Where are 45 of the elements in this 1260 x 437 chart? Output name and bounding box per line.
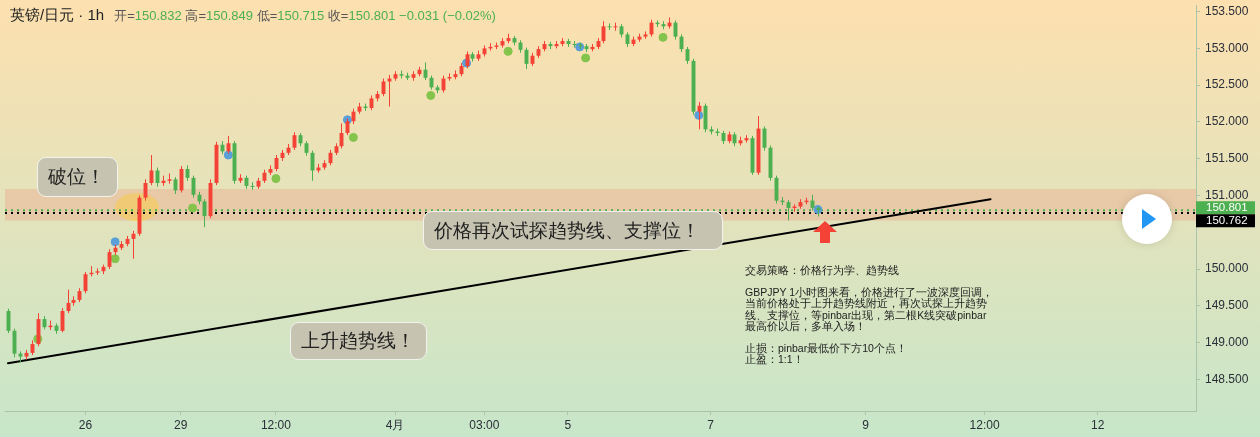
y-tick-label: 153.500 <box>1205 3 1249 18</box>
point <box>658 32 668 42</box>
x-tick-label: 7 <box>707 417 715 432</box>
x-tick-label: 5 <box>564 417 572 432</box>
x-tick-label: 12:00 <box>260 417 292 432</box>
y-tick-label: 150.000 <box>1205 261 1249 276</box>
x-tick-label: 12 <box>1091 417 1105 432</box>
point <box>223 150 233 160</box>
x-tick-label: 9 <box>862 417 870 432</box>
y-tick-label: 149.000 <box>1205 334 1249 349</box>
annotation: 交易策略：价格行为学、趋势线 <box>745 264 899 277</box>
annotation: 止损：pinbar最低价下方10个点！ <box>745 342 907 355</box>
point <box>110 254 120 264</box>
y-tick-label: 152.500 <box>1205 77 1249 92</box>
x-tick-label: 4月 <box>385 417 405 432</box>
point <box>426 90 436 100</box>
annotation: 价格再次试探趋势线、支撑位！ <box>434 218 700 243</box>
y-tick-label: 153.000 <box>1205 40 1249 55</box>
y-tick-label: 152.000 <box>1205 114 1249 129</box>
annotation: GBPJPY 1小时图来看，价格进行了一波深度回调，当前价格处于上升趋势线附近，再次试探上升趋势线、支撑位，等pinbar出现，第二根K线突破pinbar最高价以后，多单入场！ <box>745 286 994 333</box>
y-tick-label: 148.500 <box>1205 371 1249 386</box>
point <box>188 203 198 213</box>
point <box>581 53 591 63</box>
text: 开=150.832 高=150.849 低=150.715 收=150.801 −0.031 (−0.02%) <box>114 8 496 23</box>
ref-line-label: 150.762 <box>1206 214 1248 227</box>
annotation: 止盈：1:1！ <box>745 353 804 366</box>
y-tick-label: 151.000 <box>1205 187 1249 202</box>
y-tick-label: 149.500 <box>1205 298 1249 313</box>
annotation: 上升趋势线！ <box>301 329 415 353</box>
x-tick-label: 26 <box>78 417 93 432</box>
x-tick-label: 29 <box>173 417 188 432</box>
point <box>503 46 513 56</box>
ref-line-label: 150.801 <box>1206 201 1248 214</box>
speech-bubble: 破位！ <box>37 157 118 197</box>
chart-title: 英镑/日元 · 1h <box>10 6 105 25</box>
point <box>348 132 358 142</box>
x-tick-label: 12:00 <box>969 417 1000 432</box>
x-tick-label: 03:00 <box>469 417 500 432</box>
speech-bubble: 上升趋势线！ <box>290 322 427 360</box>
speech-bubble: 价格再次试探趋势线、支撑位！ <box>423 211 723 250</box>
candlestick <box>167 172 172 185</box>
annotation: 破位！ <box>48 165 105 189</box>
point <box>271 174 281 184</box>
y-tick-label: 151.500 <box>1205 151 1249 166</box>
point <box>110 237 120 247</box>
